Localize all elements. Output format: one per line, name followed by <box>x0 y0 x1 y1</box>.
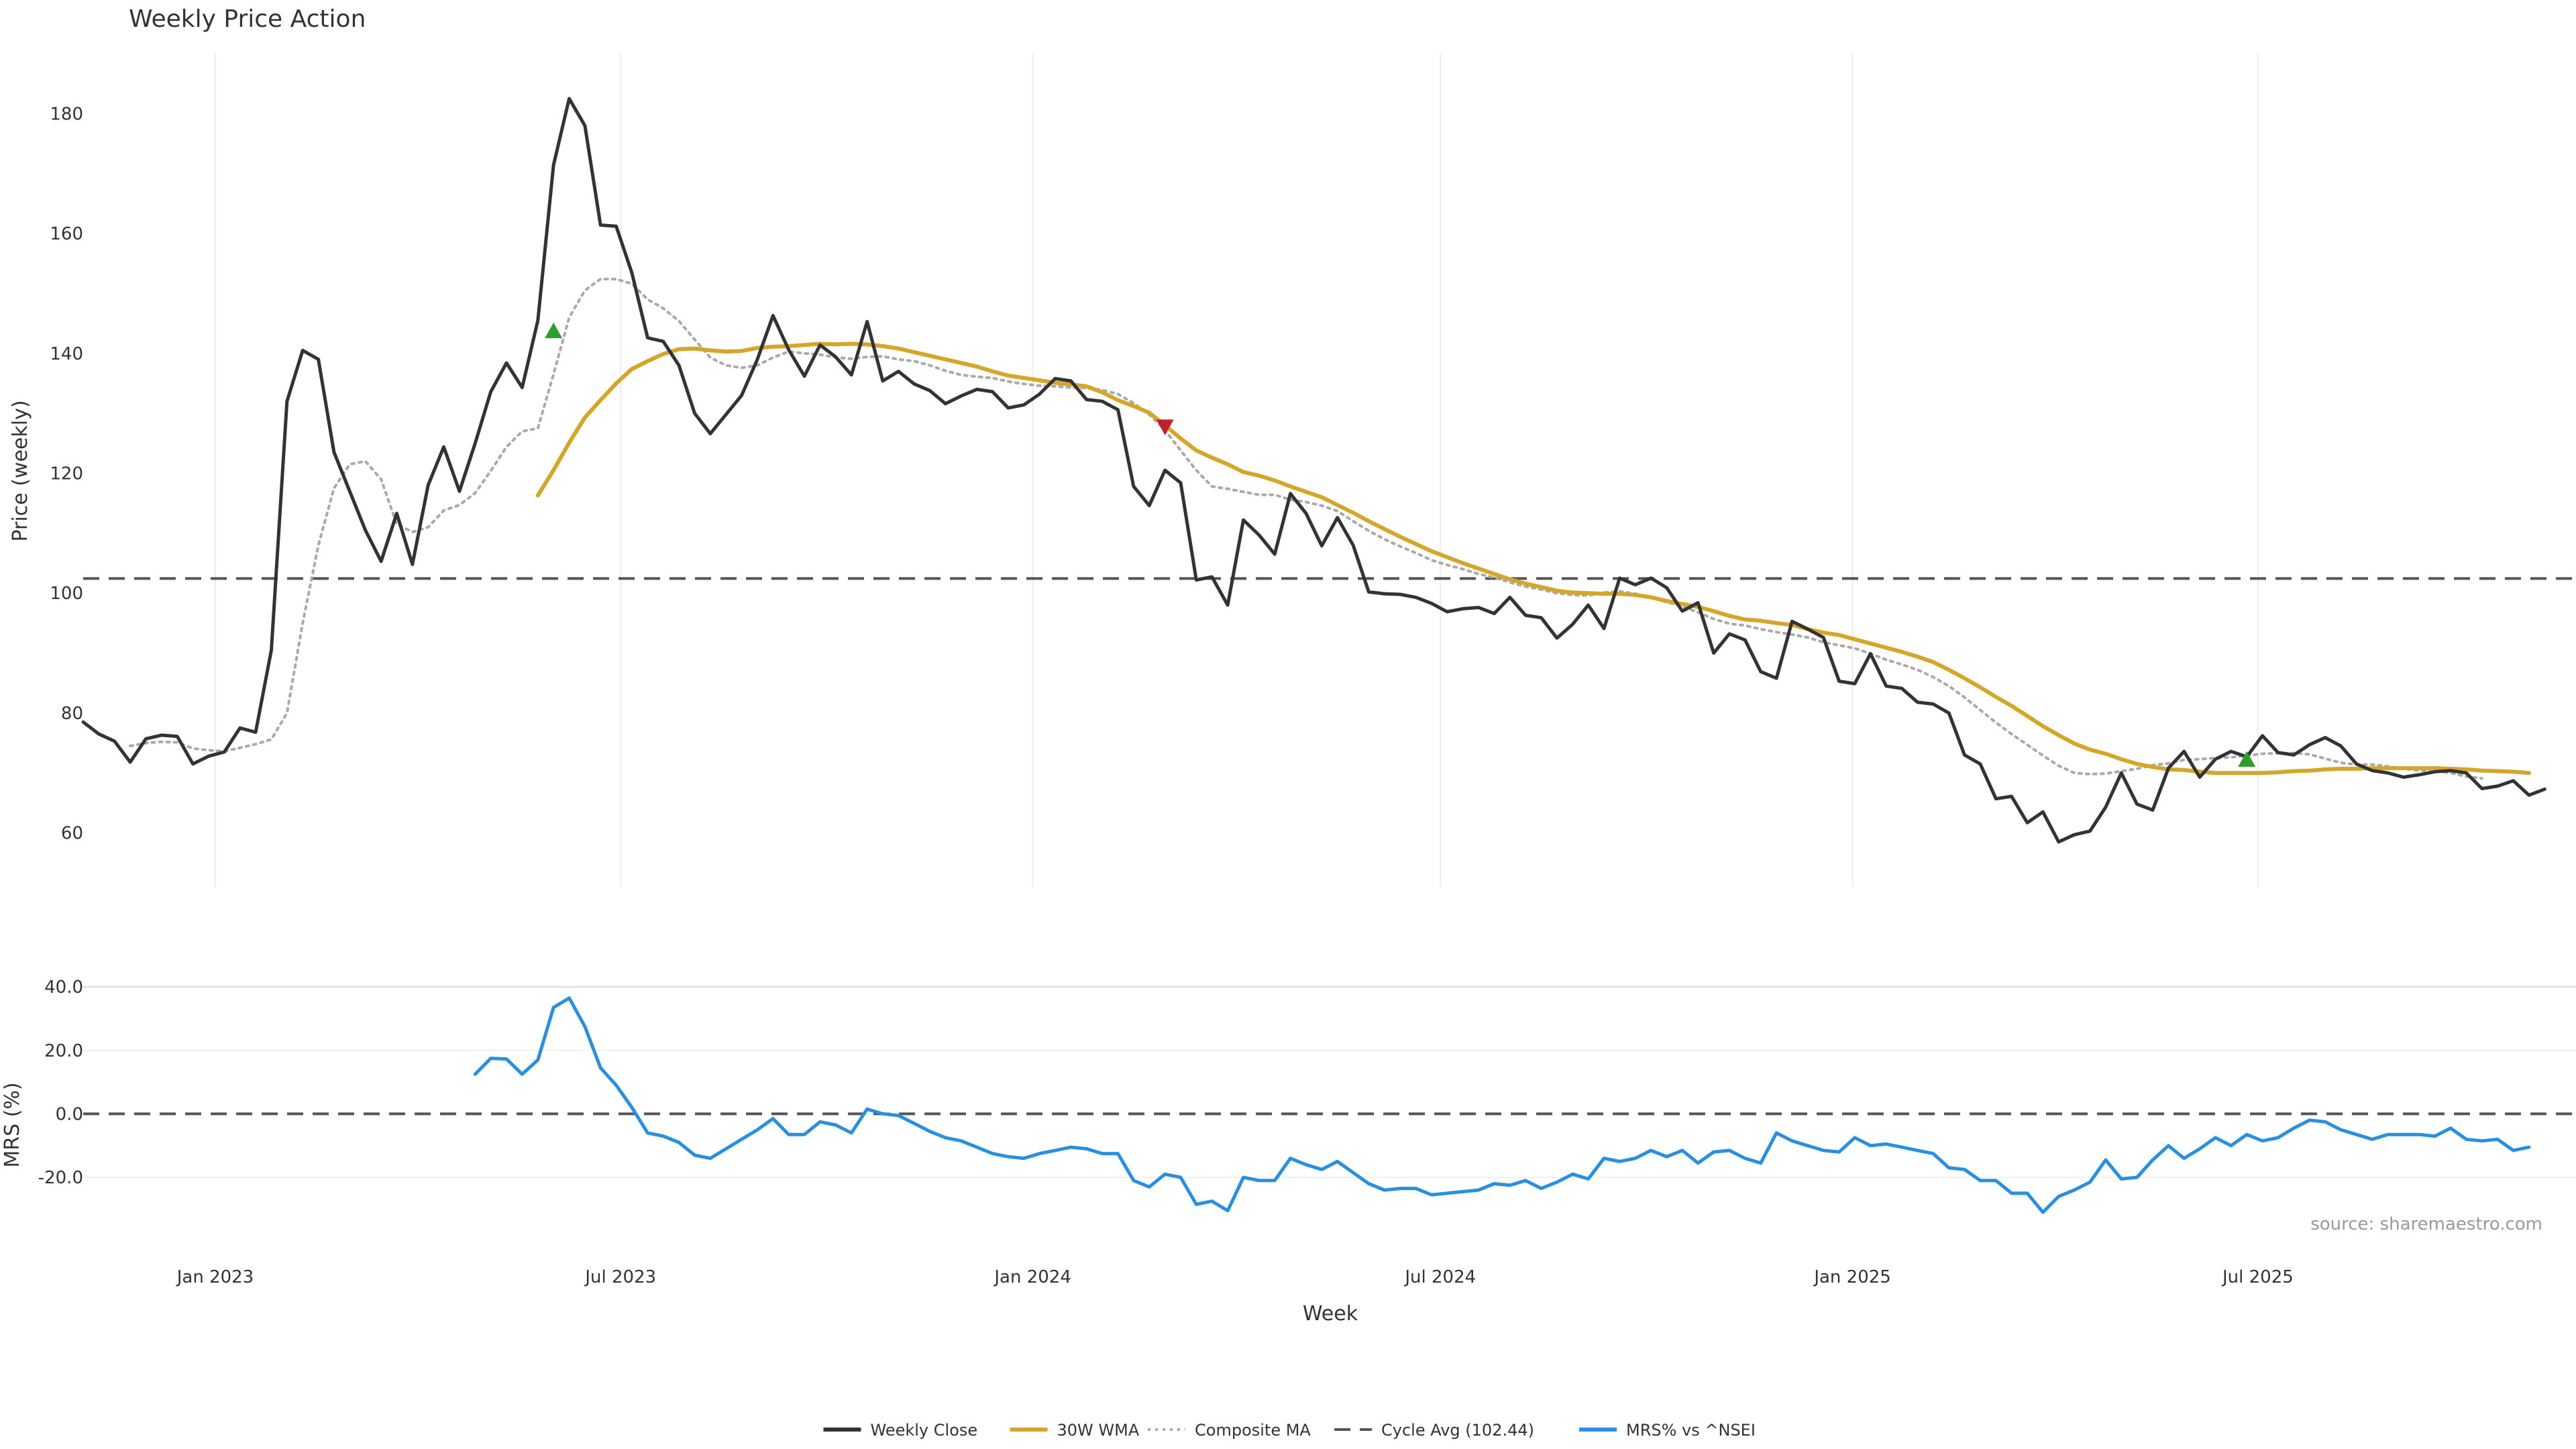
price-y-tick-2: 100 <box>50 584 83 604</box>
legend-label-composite-ma: Composite MA <box>1195 1421 1311 1440</box>
legend-label-mrs-vs-nsei: MRS% vs ^NSEI <box>1626 1421 1756 1440</box>
series-mrs-vs-nsei <box>473 996 2531 1214</box>
legend-item-mrs-vs-nsei: MRS% vs ^NSEI <box>1579 1421 1756 1440</box>
x-tick-4: Jan 2025 <box>1813 1267 1891 1287</box>
x-tick-2: Jan 2024 <box>993 1267 1071 1287</box>
signal-markers <box>545 322 2256 767</box>
mrs-y-tick-3: 40.0 <box>44 977 83 998</box>
price-y-axis-label: Price (weekly) <box>9 400 32 541</box>
x-axis-label: Week <box>1303 1302 1358 1326</box>
legend-label-30w-wma: 30W WMA <box>1057 1421 1140 1440</box>
x-tick-3: Jul 2024 <box>1403 1267 1476 1287</box>
price-y-tick-1: 80 <box>61 704 83 724</box>
legend: Weekly Close 30W WMA Composite MA Cycle Avg… <box>823 1421 1756 1440</box>
price-series <box>81 97 2546 844</box>
x-tick-5: Jul 2025 <box>2221 1267 2294 1287</box>
mrs-y-axis-label: MRS (%) <box>1 1082 24 1167</box>
price-y-tick-5: 160 <box>50 224 83 244</box>
legend-item-30w-wma: 30W WMA <box>1010 1421 1140 1440</box>
price-y-tick-3: 120 <box>50 464 83 484</box>
x-axis: Jan 2023 Jul 2023 Jan 2024 Jul 2024 Jan 2025… <box>176 1267 2294 1287</box>
price-y-tick-6: 180 <box>50 104 83 124</box>
mrs-y-tick-1: 0.0 <box>56 1104 83 1124</box>
buy-signal-marker-2 <box>2238 751 2256 767</box>
mrs-grid <box>83 986 2576 1179</box>
chart-title: Weekly Price Action <box>129 5 366 33</box>
price-grid <box>214 54 2259 887</box>
x-tick-1: Jul 2023 <box>584 1267 656 1287</box>
mrs-series <box>473 996 2531 1214</box>
price-y-tick-4: 140 <box>50 344 83 364</box>
series-weekly-close <box>81 97 2546 844</box>
legend-label-weekly-close: Weekly Close <box>871 1421 978 1440</box>
buy-signal-marker-0 <box>545 322 563 339</box>
price-y-axis: 60 80 100 120 140 160 180 <box>50 104 83 843</box>
x-tick-0: Jan 2023 <box>176 1267 254 1287</box>
series-composite-ma <box>129 278 2483 780</box>
price-y-tick-0: 60 <box>61 824 83 844</box>
mrs-y-tick-2: 20.0 <box>44 1041 83 1061</box>
mrs-y-tick-0: -20.0 <box>38 1168 83 1188</box>
legend-item-composite-ma: Composite MA <box>1148 1421 1311 1440</box>
legend-item-weekly-close: Weekly Close <box>823 1421 978 1440</box>
sell-signal-marker-1 <box>1156 419 1174 435</box>
series-30w-wma <box>535 341 2531 775</box>
legend-label-cycle-avg-102-44: Cycle Avg (102.44) <box>1381 1421 1534 1440</box>
mrs-y-axis: -20.0 0.0 20.0 40.0 <box>38 977 83 1188</box>
legend-item-cycle-avg-102-44: Cycle Avg (102.44) <box>1334 1421 1534 1440</box>
source-annotation: source: sharemaestro.com <box>2310 1214 2542 1234</box>
